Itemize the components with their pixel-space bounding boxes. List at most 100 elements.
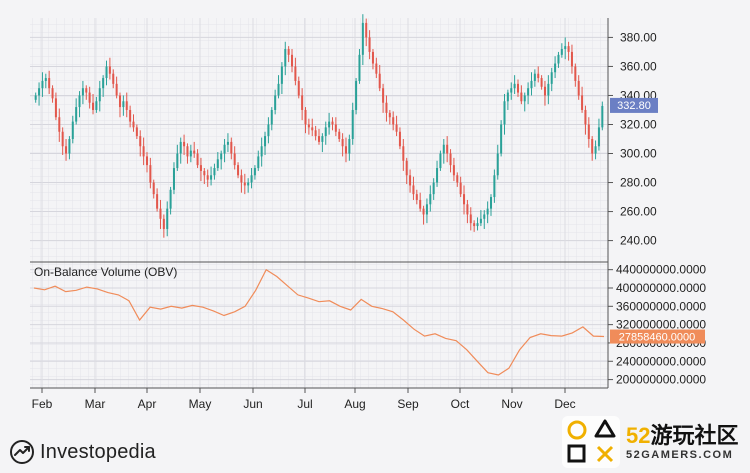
candle-body: [51, 88, 54, 99]
candle-body: [601, 105, 604, 128]
candle-body: [267, 124, 270, 137]
candle-body: [540, 78, 543, 87]
month-label: Sep: [397, 397, 419, 411]
52gamers-watermark: 52游玩社区 52GAMERS.COM: [562, 415, 744, 469]
candle-body: [436, 168, 439, 183]
candle-body: [162, 218, 165, 229]
obv-series-line: [33, 268, 605, 376]
obv-tick-label: 440000000.0000: [616, 263, 706, 277]
candle-body: [71, 121, 74, 139]
candle-body: [85, 88, 88, 93]
candle-body: [402, 146, 405, 161]
last-price-label: 332.80: [617, 100, 651, 112]
candle-body: [280, 66, 283, 84]
price-tick-label: 320.00: [620, 117, 657, 131]
month-label: Jun: [243, 397, 262, 411]
candle-body: [44, 78, 47, 81]
candle-body: [429, 194, 432, 205]
candle-body: [493, 175, 496, 198]
candle-body: [284, 49, 287, 67]
last-obv-badge: 27858460.0000: [610, 329, 705, 344]
candle-body: [422, 208, 425, 215]
candle-body: [321, 136, 324, 142]
candle-body: [371, 51, 374, 64]
candle-body: [240, 175, 243, 183]
candle-body: [459, 182, 462, 195]
candle-body: [550, 72, 553, 84]
candle-body: [483, 214, 486, 219]
candle-body: [132, 121, 135, 128]
candle-body: [348, 139, 351, 154]
candle-body: [577, 80, 580, 96]
obv-tick-label: 360000000.0000: [616, 299, 706, 313]
month-label: Feb: [32, 397, 53, 411]
candle-body: [213, 168, 216, 176]
candle-body: [54, 98, 57, 118]
candle-body: [307, 124, 310, 128]
candle-body: [108, 66, 111, 74]
candle-body: [358, 54, 361, 81]
candle-body: [547, 83, 550, 96]
candle-body: [388, 112, 391, 118]
candle-body: [297, 80, 300, 96]
candle-body: [500, 124, 503, 154]
candle-body: [88, 92, 91, 103]
candle-body: [419, 199, 422, 209]
investopedia-wordmark: Investopedia: [40, 440, 156, 463]
candle-body: [587, 124, 590, 139]
candle-body: [506, 92, 509, 102]
candle-body: [439, 153, 442, 169]
candle-body: [216, 159, 219, 169]
candle-body: [344, 146, 347, 154]
candle-body: [58, 117, 61, 132]
candle-body: [597, 127, 600, 147]
candle-body: [122, 101, 125, 108]
candle-body: [95, 101, 98, 110]
candle-body: [264, 136, 267, 147]
obv-axis-ticks: 440000000.0000 400000000.0000 360000000.00…: [608, 263, 706, 387]
candle-body: [304, 109, 307, 125]
candle-body: [301, 95, 304, 110]
candle-body: [537, 73, 540, 79]
candle-body: [415, 194, 418, 200]
candle-body: [135, 127, 138, 137]
candle-body: [125, 101, 128, 110]
candle-body: [574, 66, 577, 81]
candle-body: [75, 107, 78, 122]
candle-body: [243, 182, 246, 186]
obv-panel-title: On-Balance Volume (OBV): [34, 265, 177, 279]
candle-body: [456, 175, 459, 183]
candle-body: [172, 168, 175, 190]
plot-grid: [30, 18, 608, 388]
candle-body: [61, 131, 64, 147]
candle-body: [594, 146, 597, 154]
candle-body: [392, 117, 395, 125]
candle-body: [382, 88, 385, 103]
candle-body: [196, 153, 199, 166]
candle-body: [115, 83, 118, 96]
candle-body: [317, 136, 321, 142]
candle-body: [476, 223, 479, 227]
candle-body: [226, 141, 229, 145]
month-label: Jul: [297, 397, 312, 411]
candle-body: [513, 83, 516, 89]
candle-body: [183, 141, 186, 147]
candle-body: [291, 54, 294, 67]
candle-body: [375, 63, 378, 74]
candle-body: [516, 83, 520, 93]
candle-body: [334, 124, 337, 132]
candle-body: [520, 92, 523, 102]
candle-body: [510, 88, 513, 93]
candle-body: [102, 78, 105, 89]
month-label: Dec: [554, 397, 575, 411]
candle-body: [378, 73, 381, 89]
candle-body: [432, 182, 435, 195]
candle-body: [247, 182, 250, 186]
candle-body: [469, 214, 472, 224]
candle-body: [557, 54, 560, 64]
watermark-number: 52: [626, 423, 651, 448]
candle-body: [139, 136, 142, 147]
candle-body: [351, 109, 354, 139]
candle-body: [564, 46, 567, 50]
candle-body: [253, 168, 256, 176]
